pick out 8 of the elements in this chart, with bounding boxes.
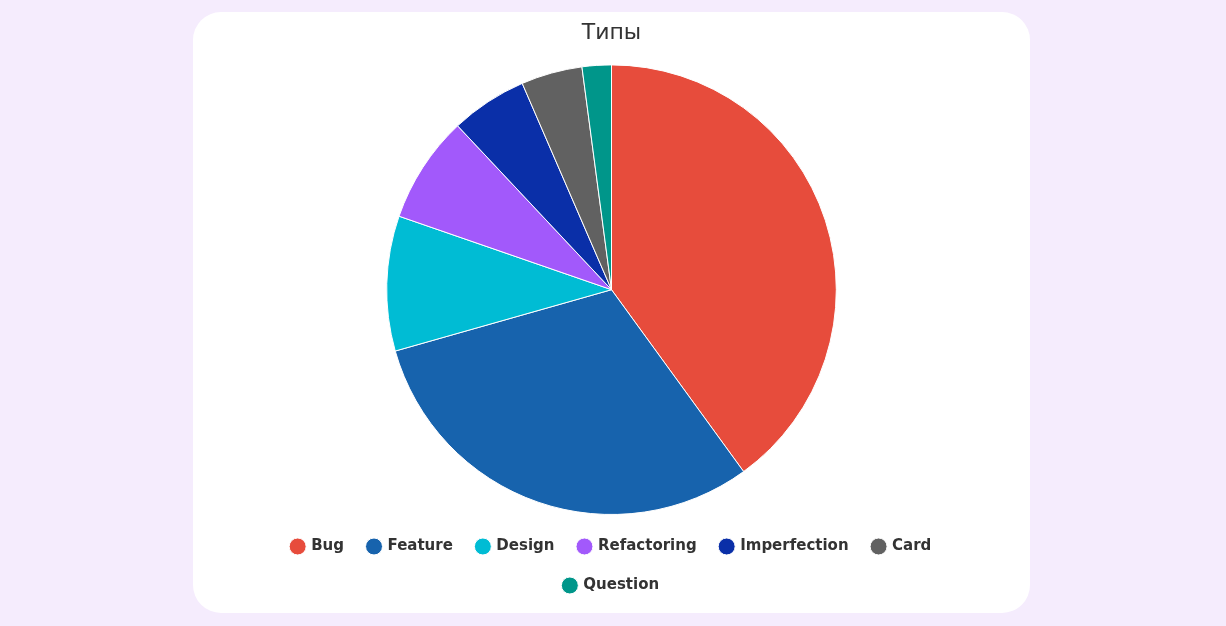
chart-title: Типы	[580, 18, 642, 44]
legend-label: Design	[496, 536, 555, 555]
legend-label: Card	[892, 536, 932, 555]
legend-label: Feature	[387, 536, 453, 555]
legend-label: Question	[583, 575, 660, 594]
legend-label: Bug	[311, 536, 345, 555]
legend-label: Refactoring	[597, 536, 697, 555]
legend-label: Imperfection	[740, 536, 849, 555]
